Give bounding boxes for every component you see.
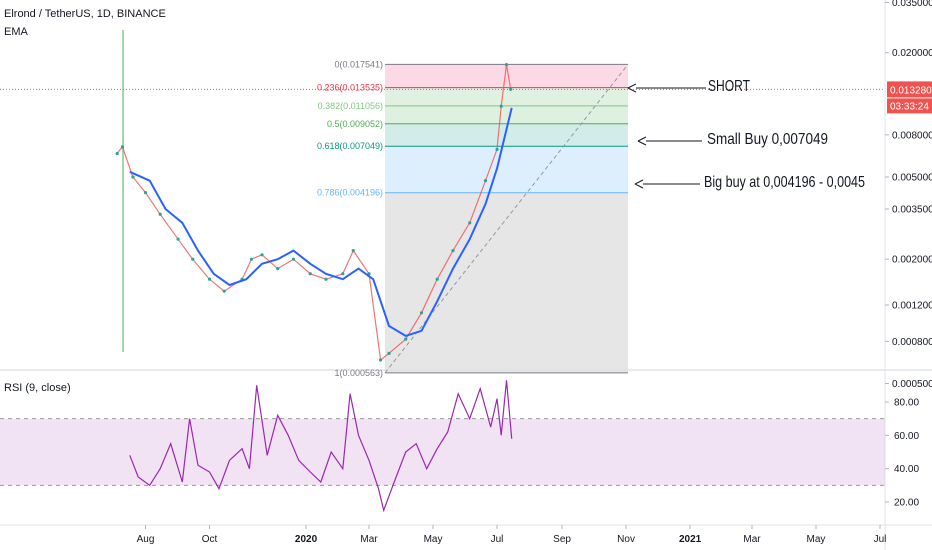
- y-tick-label: 0.002000: [892, 255, 932, 266]
- price-point: [509, 87, 513, 91]
- x-tick-label: Sep: [553, 534, 571, 545]
- x-tick-label: Nov: [617, 534, 635, 545]
- rsi-tick-label: 20.00: [894, 498, 919, 509]
- y-tick-label: 0.000500: [892, 379, 932, 390]
- fib-label-0.618: 0.618(0.007049): [317, 141, 383, 151]
- current-price-value: 0.013280: [890, 85, 932, 96]
- fib-label-0.5: 0.5(0.009052): [327, 119, 383, 129]
- price-point: [451, 249, 455, 253]
- x-tick-label: Mar: [743, 534, 761, 545]
- rsi-label[interactable]: RSI (9, close): [4, 382, 71, 394]
- price-point: [308, 272, 312, 276]
- price-point: [276, 267, 280, 271]
- fib-label-0: 0(0.017541): [334, 59, 383, 69]
- y-tick-label: 0.005000: [892, 173, 932, 184]
- x-tick-label: Oct: [202, 534, 218, 545]
- x-tick-label: Jul: [491, 534, 504, 545]
- x-tick-label: Jul: [874, 534, 887, 545]
- y-tick-label: 0.000800: [892, 337, 932, 348]
- price-point: [207, 277, 212, 281]
- fib-zone-0.5: [385, 123, 628, 147]
- current-price-badge: [887, 81, 932, 98]
- x-tick-label: Aug: [137, 534, 155, 545]
- arrow-head: [637, 136, 647, 146]
- price-point: [249, 257, 254, 261]
- y-tick-label: 0.001200: [892, 301, 932, 312]
- y-tick-label: 0.003500: [892, 204, 932, 215]
- price-point: [115, 151, 119, 156]
- rsi-tick-label: 80.00: [894, 398, 919, 409]
- fib-zone-0.236: [385, 87, 628, 106]
- rsi-tick-label: 40.00: [894, 464, 919, 475]
- x-tick-label: May: [424, 534, 443, 545]
- arrow-head: [627, 83, 637, 93]
- price-point: [495, 147, 499, 152]
- rsi-tick-label: 60.00: [894, 431, 919, 442]
- price-point: [504, 63, 509, 67]
- price-point: [131, 175, 135, 179]
- price-point: [483, 179, 488, 183]
- fib-zone-0: [385, 64, 628, 88]
- price-point: [378, 358, 383, 362]
- fib-label-0.382: 0.382(0.011056): [318, 101, 383, 111]
- price-point: [468, 221, 472, 225]
- y-tick-label: 0.008000: [892, 130, 932, 141]
- fib-label-0.786: 0.786(0.004196): [317, 188, 383, 198]
- price-point: [499, 104, 503, 108]
- y-tick-label: 0.035000: [892, 0, 932, 9]
- price-point: [341, 272, 345, 276]
- annotation-text: SHORT: [708, 78, 750, 95]
- x-tick-label: 2021: [679, 534, 702, 545]
- price-point: [158, 212, 162, 216]
- fib-zone-0.786: [385, 192, 628, 373]
- price-point: [222, 289, 226, 293]
- x-tick-label: 2020: [295, 534, 318, 545]
- arrow-head: [634, 179, 644, 189]
- annotation-text: Small Buy 0,007049: [707, 131, 828, 148]
- ema-line: [129, 107, 513, 337]
- price-point: [143, 191, 148, 195]
- x-tick-label: May: [807, 534, 826, 545]
- rsi-band: [0, 418, 885, 486]
- fib-zone-0.618: [385, 146, 628, 193]
- price-point: [324, 277, 328, 281]
- fib-label-0.236: 0.236(0.013535): [317, 83, 383, 93]
- fib-label-1: 1(0.000563): [334, 368, 383, 378]
- countdown-value: 03:33:24: [890, 101, 929, 112]
- price-point: [191, 257, 195, 261]
- price-point: [351, 249, 355, 253]
- y-tick-label: 0.020000: [892, 48, 932, 59]
- price-point: [435, 277, 439, 281]
- price-point: [120, 145, 125, 149]
- price-point: [387, 351, 391, 355]
- chart-title: Elrond / TetherUS, 1D, BINANCE: [4, 8, 166, 20]
- price-point: [291, 257, 296, 261]
- price-point: [404, 337, 408, 341]
- countdown-badge: [887, 98, 932, 114]
- price-point: [419, 311, 424, 315]
- indicator-label[interactable]: EMA: [4, 26, 28, 38]
- fib-zone-0.382: [385, 105, 628, 124]
- x-tick-label: Mar: [360, 534, 378, 545]
- annotation-text: Big buy at 0,004196 - 0,0045: [704, 174, 865, 191]
- price-point: [260, 253, 264, 257]
- price-point: [176, 237, 180, 241]
